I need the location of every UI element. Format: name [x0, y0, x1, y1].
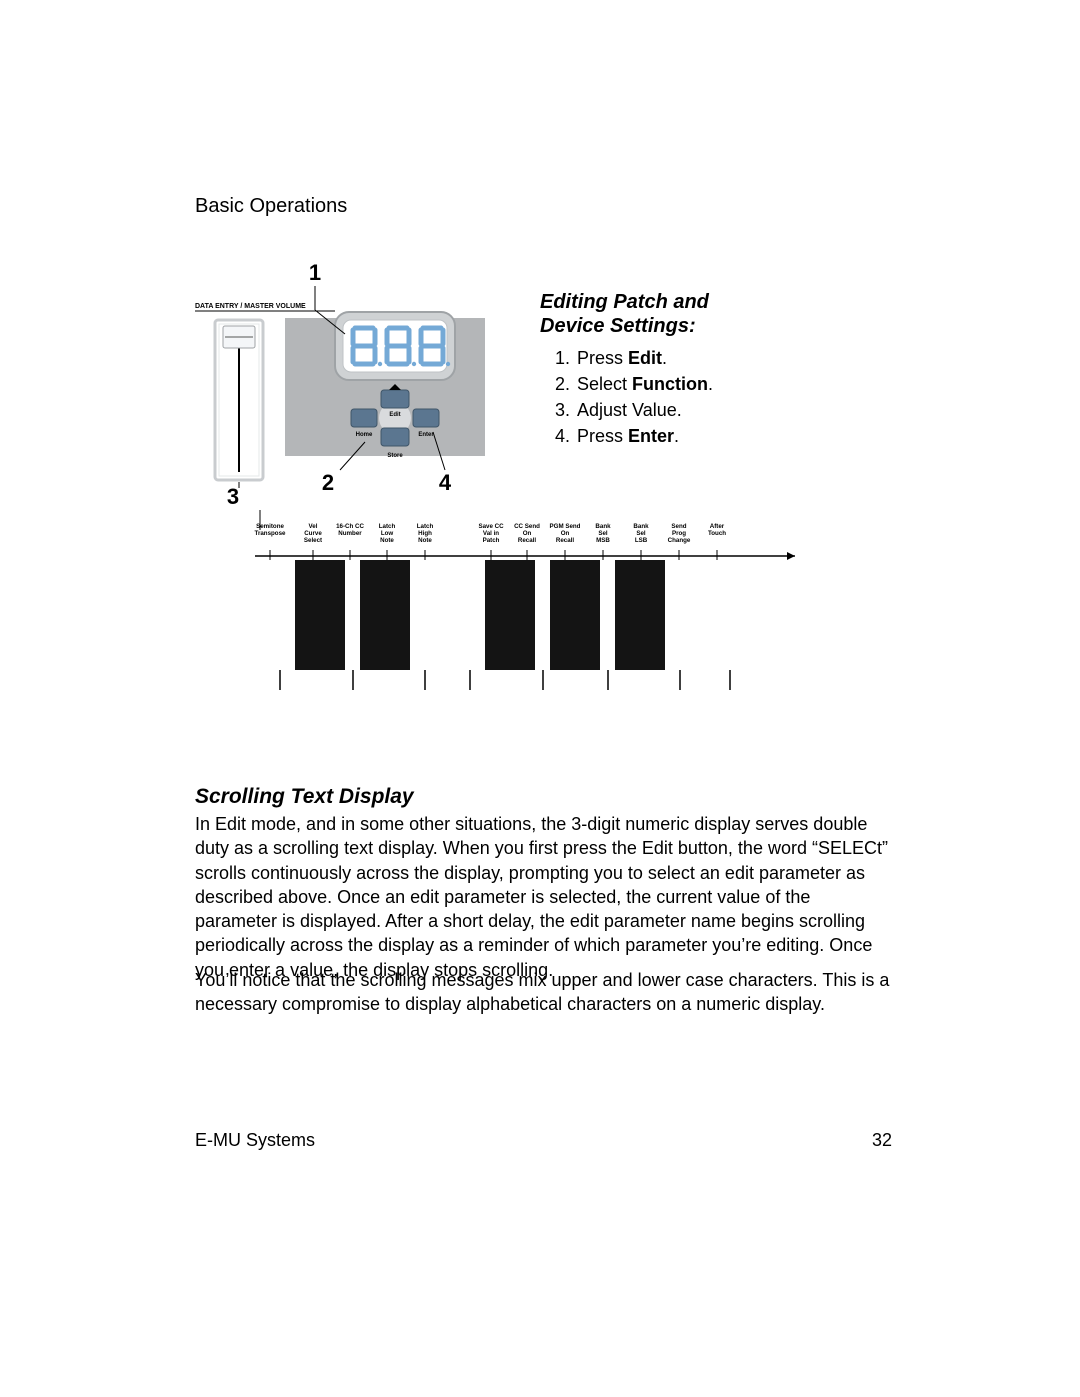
svg-text:LSB: LSB [635, 537, 648, 544]
section-heading: Scrolling Text Display [195, 785, 414, 809]
svg-text:CC Send: CC Send [514, 523, 540, 530]
edit-heading: Editing Patch and Device Settings: [540, 290, 709, 338]
svg-text:Select: Select [304, 537, 322, 544]
svg-text:Store: Store [387, 453, 403, 459]
footer-brand: E-MU Systems [195, 1130, 315, 1151]
svg-text:Send: Send [671, 523, 686, 530]
store-button[interactable] [381, 428, 409, 446]
volume-slider[interactable] [215, 320, 263, 480]
svg-text:Transpose: Transpose [255, 530, 287, 537]
body-para-1: In Edit mode, and in some other situatio… [195, 812, 895, 982]
svg-text:16-Ch CC: 16-Ch CC [336, 523, 364, 530]
svg-text:Semitone: Semitone [256, 523, 284, 530]
callout-4: 4 [439, 470, 452, 495]
svg-text:Prog: Prog [672, 530, 686, 537]
svg-text:On: On [561, 530, 570, 537]
keyboard [255, 560, 795, 690]
svg-text:Vel: Vel [309, 523, 318, 530]
body-para-2: You’ll notice that the scrolling message… [195, 968, 895, 1017]
edit-step: 4.Press Enter. [555, 423, 713, 449]
slider-title: DATA ENTRY / MASTER VOLUME [195, 303, 306, 310]
enter-button[interactable] [413, 409, 439, 427]
page-number: 32 [872, 1130, 892, 1151]
edit-steps: 1.Press Edit.2.Select Function.3.Adjust … [555, 345, 713, 449]
callout-3: 3 [227, 484, 239, 509]
svg-text:Home: Home [356, 432, 373, 438]
home-button[interactable] [351, 409, 377, 427]
svg-text:Enter: Enter [418, 432, 434, 438]
svg-text:High: High [418, 530, 432, 537]
svg-text:Number: Number [338, 530, 362, 537]
svg-text:Curve: Curve [304, 530, 322, 537]
svg-text:After: After [710, 523, 725, 530]
svg-text:Latch: Latch [379, 523, 396, 530]
svg-text:Bank: Bank [595, 523, 611, 530]
svg-text:Touch: Touch [708, 530, 726, 537]
svg-text:Latch: Latch [417, 523, 434, 530]
svg-text:Sel: Sel [598, 530, 608, 537]
svg-text:Note: Note [380, 537, 394, 544]
svg-text:PGM Send: PGM Send [550, 523, 581, 530]
key-labels: SemitoneTransposeVelCurveSelect16-Ch CCN… [255, 523, 727, 544]
svg-text:MSB: MSB [596, 537, 610, 544]
running-header: Basic Operations [195, 195, 347, 218]
svg-text:Note: Note [418, 537, 432, 544]
edit-step: 1.Press Edit. [555, 345, 713, 371]
svg-text:Bank: Bank [633, 523, 649, 530]
svg-text:Save CC: Save CC [478, 523, 504, 530]
svg-text:Low: Low [381, 530, 394, 537]
svg-text:Change: Change [668, 537, 691, 544]
svg-text:On: On [523, 530, 532, 537]
edit-step: 3.Adjust Value. [555, 397, 713, 423]
callout-2: 2 [322, 470, 334, 495]
svg-text:Val in: Val in [483, 530, 499, 537]
callout-1: 1 [309, 260, 321, 285]
lcd-display [335, 312, 455, 380]
svg-text:Recall: Recall [518, 537, 537, 544]
edit-step: 2.Select Function. [555, 371, 713, 397]
svg-text:Sel: Sel [636, 530, 646, 537]
svg-text:Edit: Edit [389, 412, 400, 418]
svg-text:Patch: Patch [483, 537, 500, 544]
svg-text:Recall: Recall [556, 537, 575, 544]
manual-page: Basic Operations DATA ENTRY / MASTER VOL… [0, 0, 1080, 1397]
